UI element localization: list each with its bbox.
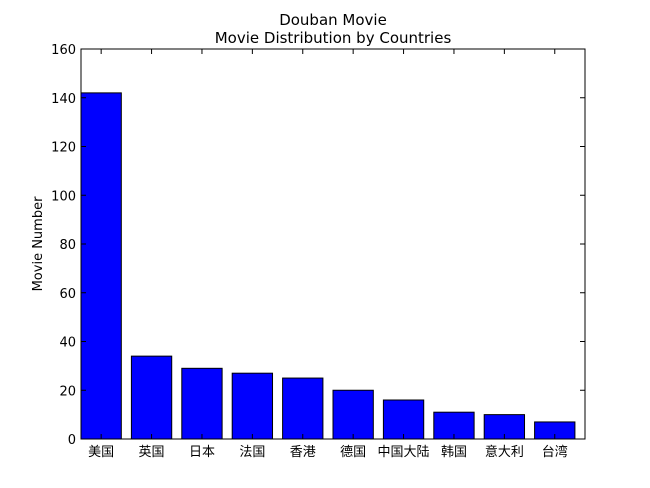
bar-5: [332, 389, 374, 440]
bar-6: [382, 399, 425, 440]
x-tick-label-3: 法国: [239, 445, 265, 460]
chart-subtitle: Movie Distribution by Countries: [215, 29, 452, 47]
x-tick-label-2: 日本: [189, 445, 215, 460]
y-tick-label-3: 60: [59, 287, 76, 302]
y-tick-label-6: 120: [51, 141, 76, 156]
bar-2: [181, 367, 223, 440]
x-tick-label-4: 香港: [290, 445, 316, 460]
x-tick-label-8: 意大利: [485, 444, 524, 460]
y-axis-label: Movie Number: [31, 196, 46, 291]
x-tick-label-9: 台湾: [542, 444, 568, 460]
x-tick-label-0: 美国: [88, 445, 114, 460]
x-tick-label-7: 韩国: [441, 445, 467, 460]
y-tick-label-7: 140: [51, 92, 76, 107]
bar-1: [130, 355, 173, 440]
y-tick-label-4: 80: [59, 238, 76, 253]
y-tick-label-8: 160: [51, 43, 76, 58]
x-tick-label-1: 英国: [139, 445, 165, 460]
bar-3: [231, 372, 274, 440]
x-tick-label-6: 中国大陆: [378, 444, 430, 460]
ticks-group: 美国 英国 日本 法国 香港 德国 中国大陆 韩国 意大利 台湾 0 20 40 60 80 100 120 14…: [51, 43, 585, 460]
y-tick-label-0: 0: [68, 433, 76, 448]
bars-group: [80, 92, 576, 440]
bar-0: [80, 92, 122, 440]
y-tick-label-2: 40: [59, 336, 76, 351]
y-tick-label-5: 100: [51, 189, 76, 204]
x-tick-label-5: 德国: [340, 445, 366, 460]
bar-4: [282, 377, 324, 440]
y-tick-label-1: 20: [59, 384, 76, 399]
plot-area-frame: [80, 48, 586, 440]
chart-title: Douban Movie: [279, 11, 387, 29]
